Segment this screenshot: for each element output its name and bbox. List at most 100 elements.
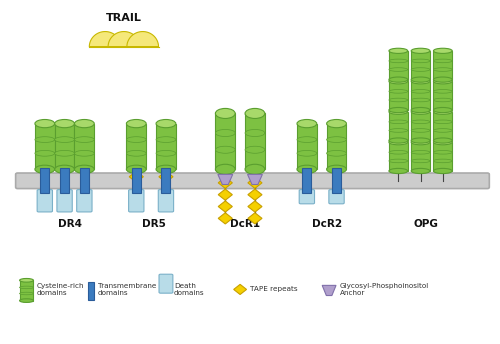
Ellipse shape	[389, 89, 407, 93]
Ellipse shape	[389, 98, 407, 102]
Ellipse shape	[35, 165, 54, 173]
Ellipse shape	[389, 109, 407, 114]
Ellipse shape	[35, 119, 54, 128]
Ellipse shape	[156, 150, 176, 156]
Ellipse shape	[326, 119, 346, 128]
Bar	[54, 123, 74, 169]
Text: Cysteine-rich
domains: Cysteine-rich domains	[36, 283, 84, 296]
Bar	[297, 123, 317, 169]
Bar	[132, 168, 140, 193]
Ellipse shape	[216, 108, 235, 118]
Polygon shape	[159, 171, 173, 182]
Polygon shape	[129, 171, 144, 182]
Ellipse shape	[411, 159, 430, 163]
Bar	[216, 114, 235, 169]
Ellipse shape	[326, 165, 346, 173]
FancyBboxPatch shape	[299, 190, 314, 204]
Polygon shape	[218, 213, 232, 224]
Ellipse shape	[389, 68, 407, 71]
Ellipse shape	[434, 77, 452, 82]
Bar	[434, 51, 452, 79]
Polygon shape	[218, 189, 232, 200]
Ellipse shape	[126, 150, 146, 156]
Bar	[389, 112, 407, 141]
Ellipse shape	[389, 129, 407, 132]
Bar	[411, 81, 430, 110]
Text: Transmembrane
domains: Transmembrane domains	[98, 283, 156, 296]
Bar	[434, 81, 452, 110]
Ellipse shape	[434, 109, 452, 114]
Bar	[126, 123, 146, 169]
Bar	[389, 51, 407, 79]
Ellipse shape	[434, 68, 452, 71]
Ellipse shape	[216, 146, 235, 153]
Bar	[326, 123, 346, 169]
Ellipse shape	[434, 159, 452, 163]
Ellipse shape	[297, 150, 317, 156]
Polygon shape	[218, 201, 232, 212]
Ellipse shape	[74, 165, 94, 173]
Ellipse shape	[326, 150, 346, 156]
FancyBboxPatch shape	[37, 190, 52, 212]
Ellipse shape	[434, 89, 452, 93]
FancyBboxPatch shape	[16, 173, 490, 189]
Ellipse shape	[411, 98, 430, 102]
Ellipse shape	[126, 119, 146, 128]
Ellipse shape	[411, 140, 430, 145]
Bar	[411, 112, 430, 141]
Text: DR4: DR4	[58, 219, 82, 229]
Ellipse shape	[156, 137, 176, 142]
Ellipse shape	[389, 140, 407, 145]
Ellipse shape	[411, 68, 430, 71]
Bar	[302, 168, 312, 193]
Bar	[411, 142, 430, 171]
Ellipse shape	[54, 119, 74, 128]
Bar	[434, 112, 452, 141]
Ellipse shape	[297, 165, 317, 173]
Ellipse shape	[389, 79, 407, 84]
Ellipse shape	[411, 109, 430, 114]
Ellipse shape	[216, 129, 235, 137]
Text: TRAIL: TRAIL	[106, 13, 142, 23]
Ellipse shape	[245, 129, 265, 137]
Ellipse shape	[434, 98, 452, 102]
Ellipse shape	[434, 129, 452, 132]
FancyBboxPatch shape	[329, 190, 344, 204]
Ellipse shape	[389, 159, 407, 163]
Polygon shape	[248, 189, 262, 200]
Ellipse shape	[245, 146, 265, 153]
Ellipse shape	[411, 79, 430, 84]
Ellipse shape	[74, 119, 94, 128]
Text: Death
domains: Death domains	[174, 283, 204, 296]
Bar	[389, 142, 407, 171]
Ellipse shape	[411, 77, 430, 82]
Ellipse shape	[389, 59, 407, 63]
Ellipse shape	[389, 77, 407, 82]
Ellipse shape	[54, 165, 74, 173]
Ellipse shape	[54, 137, 74, 142]
Ellipse shape	[156, 165, 176, 173]
Ellipse shape	[389, 120, 407, 123]
Ellipse shape	[326, 137, 346, 142]
Ellipse shape	[126, 137, 146, 142]
Ellipse shape	[411, 138, 430, 143]
Polygon shape	[218, 174, 232, 184]
Ellipse shape	[434, 59, 452, 63]
Ellipse shape	[434, 107, 452, 112]
Ellipse shape	[411, 89, 430, 93]
Ellipse shape	[216, 164, 235, 174]
Text: DcR1: DcR1	[230, 219, 260, 229]
Bar	[434, 142, 452, 171]
Ellipse shape	[389, 107, 407, 112]
Text: DR5: DR5	[142, 219, 166, 229]
Text: TAPE repeats: TAPE repeats	[250, 287, 298, 292]
FancyBboxPatch shape	[76, 190, 92, 212]
Bar	[245, 114, 265, 169]
Ellipse shape	[434, 140, 452, 145]
Polygon shape	[108, 32, 140, 47]
Ellipse shape	[411, 48, 430, 53]
FancyBboxPatch shape	[128, 190, 144, 212]
Polygon shape	[322, 286, 336, 295]
Ellipse shape	[74, 150, 94, 156]
Ellipse shape	[156, 119, 176, 128]
